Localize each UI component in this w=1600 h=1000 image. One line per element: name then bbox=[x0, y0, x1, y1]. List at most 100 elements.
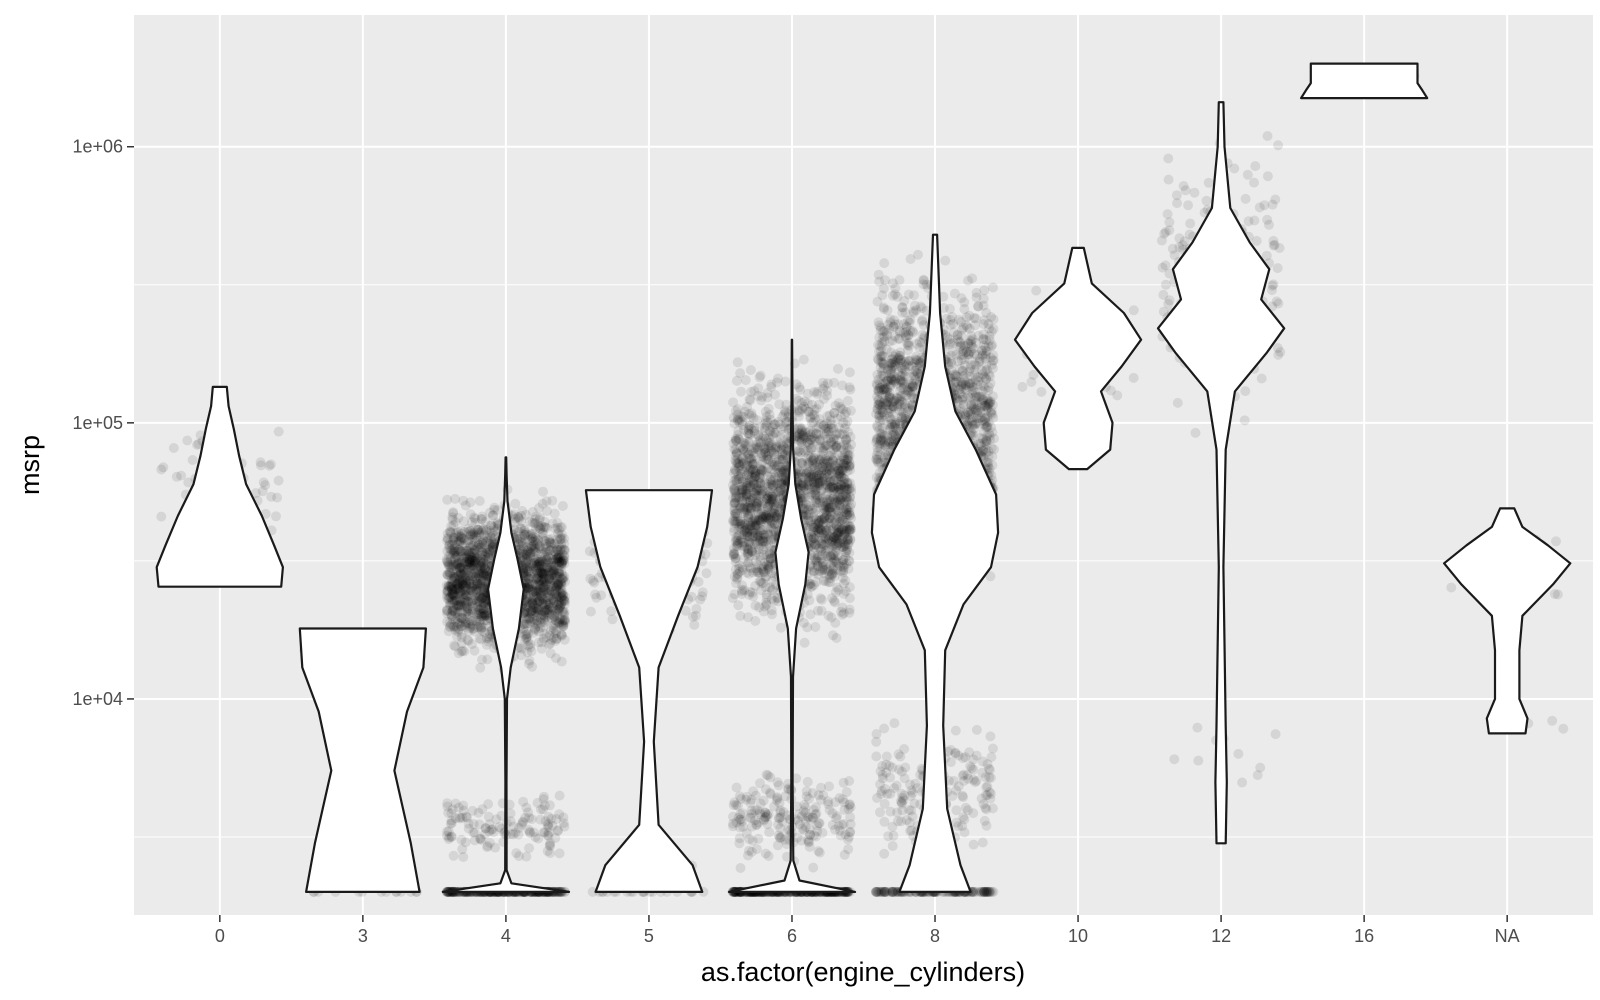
data-point bbox=[542, 554, 553, 565]
data-point bbox=[744, 539, 755, 550]
data-point bbox=[553, 603, 564, 614]
data-point bbox=[844, 382, 855, 393]
data-point bbox=[531, 618, 542, 629]
data-point bbox=[835, 825, 845, 836]
data-point bbox=[831, 633, 842, 643]
data-point bbox=[798, 354, 809, 365]
data-point bbox=[486, 525, 496, 536]
data-point bbox=[513, 829, 524, 840]
data-point bbox=[532, 597, 543, 608]
data-point bbox=[755, 551, 766, 562]
data-point bbox=[544, 586, 555, 597]
data-point bbox=[521, 629, 532, 640]
data-point bbox=[442, 586, 453, 597]
data-point bbox=[538, 574, 548, 585]
data-point bbox=[449, 585, 460, 596]
data-point bbox=[455, 562, 466, 573]
data-point bbox=[760, 807, 771, 818]
data-point bbox=[830, 617, 841, 628]
data-point bbox=[450, 493, 461, 504]
data-point bbox=[535, 524, 546, 535]
data-point bbox=[450, 558, 461, 569]
data-point bbox=[489, 504, 500, 515]
data-point bbox=[456, 834, 467, 845]
data-point bbox=[558, 555, 569, 566]
data-point bbox=[841, 787, 852, 797]
data-point bbox=[545, 576, 556, 587]
data-point bbox=[551, 628, 561, 639]
data-point bbox=[454, 538, 465, 549]
data-point bbox=[761, 559, 772, 570]
data-point bbox=[527, 506, 538, 517]
data-point bbox=[476, 546, 487, 557]
data-point bbox=[456, 551, 467, 562]
data-point bbox=[448, 602, 459, 613]
data-point bbox=[544, 566, 555, 577]
data-point bbox=[843, 844, 854, 855]
data-point bbox=[467, 805, 478, 816]
data-point bbox=[476, 634, 486, 645]
data-point bbox=[538, 569, 549, 580]
data-point bbox=[557, 587, 568, 598]
data-point bbox=[544, 574, 555, 585]
data-point bbox=[158, 462, 169, 473]
data-point bbox=[505, 816, 516, 827]
data-point bbox=[831, 813, 842, 824]
data-point bbox=[482, 841, 493, 851]
data-point bbox=[524, 658, 534, 669]
data-point bbox=[767, 508, 778, 519]
data-point bbox=[469, 645, 480, 656]
data-point bbox=[731, 782, 742, 793]
data-point bbox=[521, 802, 532, 813]
data-point bbox=[529, 542, 540, 553]
data-point bbox=[466, 573, 477, 584]
data-point bbox=[523, 573, 534, 584]
data-point bbox=[530, 624, 540, 634]
data-point bbox=[256, 460, 266, 471]
data-point bbox=[517, 551, 528, 562]
data-point bbox=[743, 558, 754, 569]
data-point bbox=[467, 547, 478, 558]
data-point bbox=[445, 597, 456, 608]
data-point bbox=[539, 614, 550, 625]
data-point bbox=[508, 829, 519, 840]
data-point bbox=[465, 497, 476, 508]
data-point bbox=[527, 533, 538, 544]
data-point bbox=[476, 570, 487, 581]
data-point bbox=[546, 581, 557, 592]
data-point bbox=[525, 828, 536, 838]
data-point bbox=[558, 595, 569, 606]
data-point bbox=[480, 526, 491, 537]
data-point bbox=[537, 569, 548, 580]
data-point bbox=[482, 535, 493, 546]
data-point bbox=[479, 607, 490, 618]
data-point bbox=[535, 566, 546, 577]
data-point bbox=[558, 605, 569, 616]
data-point bbox=[556, 558, 567, 569]
data-point bbox=[447, 804, 458, 815]
data-point bbox=[549, 611, 560, 622]
data-point bbox=[766, 379, 777, 390]
data-point bbox=[528, 545, 538, 556]
data-point bbox=[549, 575, 560, 586]
data-point bbox=[520, 609, 531, 620]
data-point bbox=[442, 533, 453, 544]
data-point bbox=[537, 599, 548, 609]
data-point bbox=[539, 581, 550, 592]
data-point bbox=[539, 580, 550, 591]
data-point bbox=[763, 770, 773, 781]
data-point bbox=[467, 616, 478, 627]
data-point bbox=[552, 826, 563, 836]
data-point bbox=[466, 559, 476, 570]
data-point bbox=[523, 562, 533, 573]
data-point bbox=[739, 585, 750, 596]
data-point bbox=[156, 511, 167, 522]
data-point bbox=[536, 637, 547, 648]
data-point bbox=[476, 558, 487, 569]
data-point bbox=[545, 576, 555, 587]
data-point bbox=[543, 595, 554, 606]
data-point bbox=[444, 540, 455, 550]
data-point bbox=[805, 829, 816, 840]
data-point bbox=[544, 800, 555, 811]
data-point bbox=[747, 458, 758, 469]
